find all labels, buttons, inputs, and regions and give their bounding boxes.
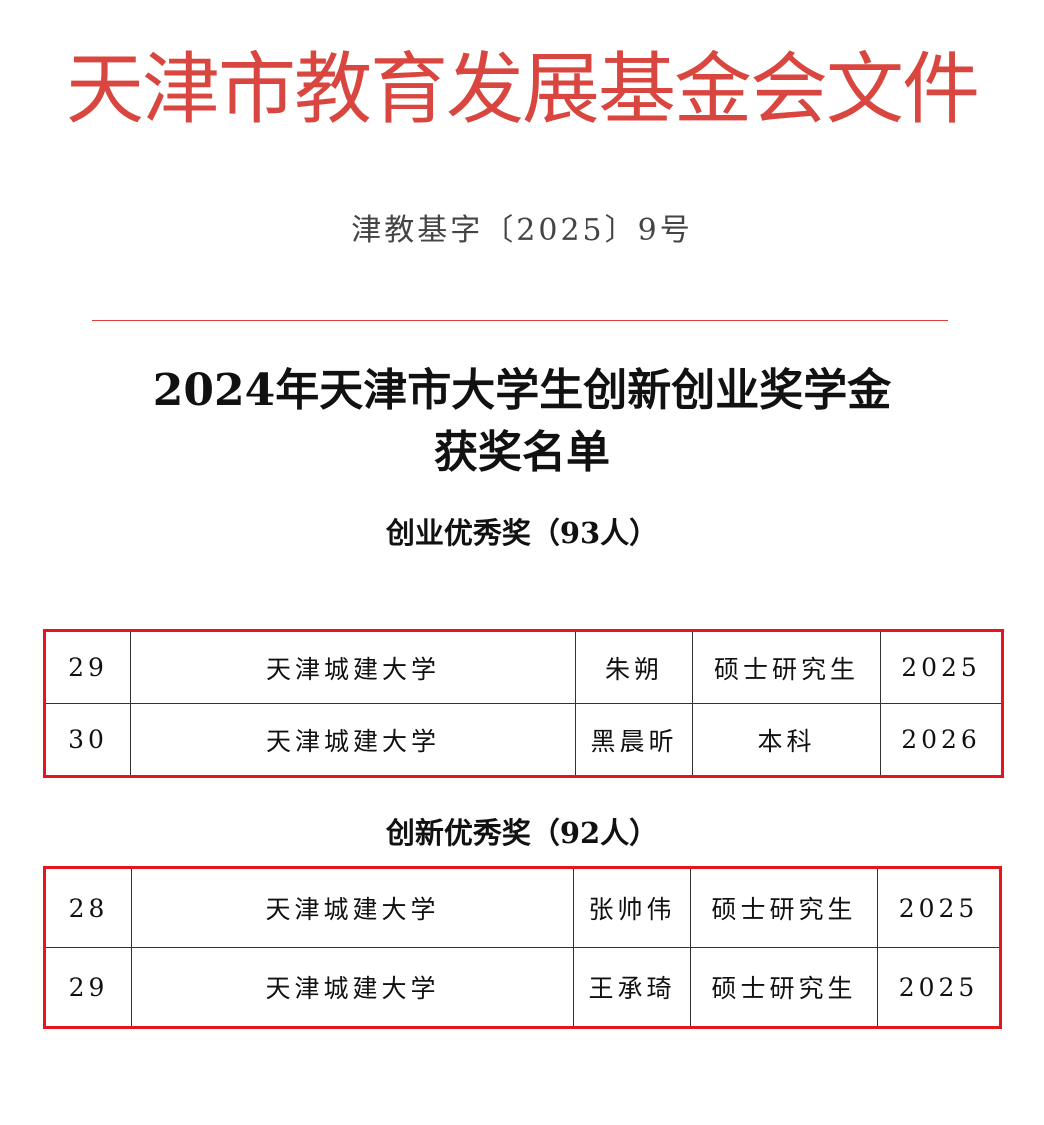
cell-degree: 本科 (692, 703, 881, 776)
cell-year: 2025 (877, 868, 1000, 948)
section-heading-entrepreneurship: 创业优秀奖（93人） (385, 516, 659, 550)
page-title-line-1: 2024年天津市大学生创新创业奖学金 (152, 365, 892, 416)
cell-year: 2026 (880, 703, 1002, 776)
cell-name: 黑晨昕 (575, 703, 693, 776)
document-number: 津教基字〔2025〕9号 (351, 213, 693, 248)
cell-name: 张帅伟 (573, 868, 691, 948)
page-title-line-2: 获奖名单 (434, 427, 610, 478)
cell-degree: 硕士研究生 (690, 868, 878, 948)
cell-university: 天津城建大学 (131, 868, 574, 948)
cell-degree: 硕士研究生 (692, 631, 881, 704)
header-divider (92, 320, 948, 321)
cell-degree: 硕士研究生 (690, 947, 878, 1027)
section-heading-innovation: 创新优秀奖（92人） (385, 816, 659, 850)
innovation-award-table: 28 天津城建大学 张帅伟 硕士研究生 2025 29 天津城建大学 王承琦 硕… (43, 866, 1002, 1029)
cell-name: 王承琦 (573, 947, 691, 1027)
cell-year: 2025 (880, 631, 1002, 704)
entrepreneurship-award-table: 29 天津城建大学 朱朔 硕士研究生 2025 30 天津城建大学 黑晨昕 本科… (43, 629, 1004, 778)
cell-university: 天津城建大学 (131, 947, 574, 1027)
table-row: 30 天津城建大学 黑晨昕 本科 2026 (45, 703, 1002, 776)
document-header-title: 天津市教育发展基金会文件 (65, 45, 980, 135)
page-title: 2024年天津市大学生创新创业奖学金 获奖名单 (0, 360, 1044, 484)
cell-university: 天津城建大学 (130, 703, 576, 776)
cell-university: 天津城建大学 (130, 631, 576, 704)
cell-name: 朱朔 (575, 631, 693, 704)
table-row: 29 天津城建大学 王承琦 硕士研究生 2025 (45, 947, 1000, 1027)
table-row: 28 天津城建大学 张帅伟 硕士研究生 2025 (45, 868, 1000, 948)
cell-index: 30 (45, 703, 131, 776)
cell-index: 29 (45, 631, 131, 704)
cell-index: 29 (45, 947, 132, 1027)
table-row: 29 天津城建大学 朱朔 硕士研究生 2025 (45, 631, 1002, 704)
cell-index: 28 (45, 868, 132, 948)
cell-year: 2025 (877, 947, 1000, 1027)
